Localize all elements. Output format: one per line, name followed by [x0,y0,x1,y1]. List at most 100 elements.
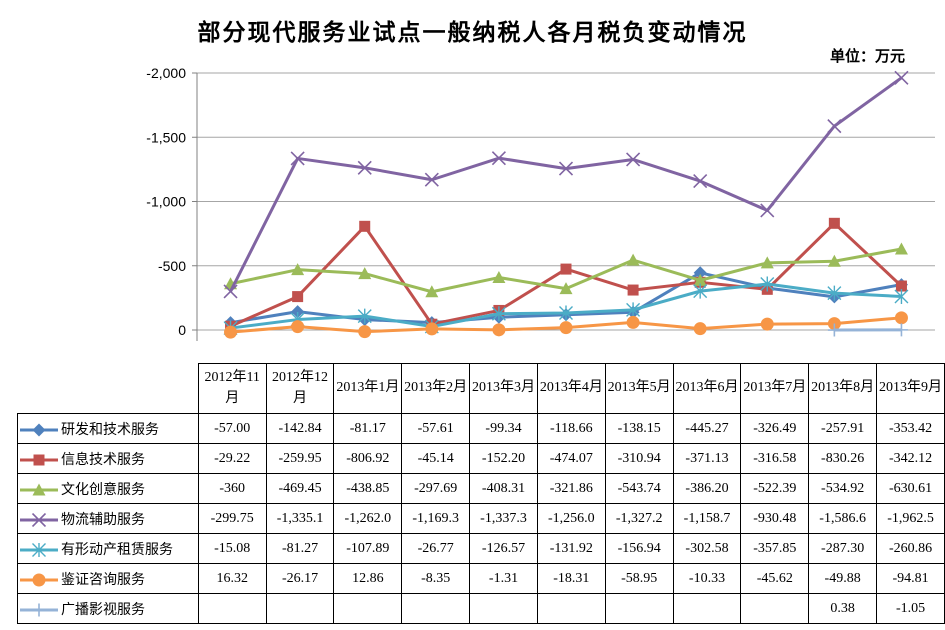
month-header: 2012年11月 [197,363,267,414]
value-cell: -57.00 [197,413,267,444]
data-point-marker [291,263,305,276]
series-name-text: 有形动产租赁服务 [61,542,173,558]
value-cell [740,593,810,624]
series-label: 有形动产租赁服务 [17,533,199,564]
corner-cell [17,363,199,414]
y-axis-tick-label: -500 [158,258,186,274]
value-cell: -138.15 [604,413,674,444]
series-label: 广播影视服务 [17,593,199,624]
value-cell: -15.08 [197,533,267,564]
data-point-marker [827,254,841,267]
table-row: 物流辅助服务 -299.75 -1,335.1 -1,262.0 -1,169.3 -1,… [17,503,945,534]
value-cell: -1.05 [876,593,945,624]
value-cell: -257.91 [808,413,878,444]
value-cell: 0.38 [808,593,878,624]
data-point-marker [492,323,506,337]
value-cell: -152.20 [469,443,538,474]
table-row: 有形动产租赁服务 -15.08 -81.27 -107.89 -26.77 -126.57… [17,533,945,564]
month-header: 2013年9月 [876,363,945,414]
value-cell: -408.31 [469,473,538,504]
value-cell: -371.13 [672,443,742,474]
value-cell: -1,262.0 [333,503,403,534]
y-axis-tick-label: -1,000 [146,194,186,210]
month-header: 2013年5月 [604,363,674,414]
value-cell: -126.57 [469,533,538,564]
value-cell: 16.32 [197,563,267,594]
y-axis-tick-label: 0 [178,322,186,338]
value-cell: -445.27 [672,413,742,444]
value-cell [401,593,471,624]
legend-marker-icon [20,573,58,587]
data-point-marker [894,288,909,304]
value-cell: -630.61 [876,473,945,504]
data-point-marker [290,151,305,166]
data-point-marker [32,573,46,587]
value-cell: -259.95 [265,443,335,474]
data-point-marker [894,311,908,325]
month-header: 2013年7月 [740,363,810,414]
value-cell: -26.17 [265,563,335,594]
value-cell [536,593,606,624]
series-name-text: 文化创意服务 [61,482,145,498]
data-point-marker [31,513,47,528]
value-cell: -360 [197,473,267,504]
value-cell: -1,962.5 [876,503,945,534]
value-cell: -297.69 [401,473,471,504]
data-point-marker [760,203,775,218]
gridlines [192,72,935,341]
data-point-marker [626,152,641,167]
unit-label: 单位：万元 [829,48,905,65]
data-point-marker [223,284,238,299]
series-name-text: 物流辅助服务 [61,512,145,528]
legend-marker-icon [20,513,58,528]
data-point-marker [491,151,506,166]
value-cell [265,593,335,624]
value-cell: -18.31 [536,563,606,594]
value-cell: -386.20 [672,473,742,504]
data-point-marker [291,320,305,334]
data-point-marker [291,305,305,319]
data-point-marker [491,306,506,322]
data-point-marker [894,323,908,337]
value-cell: -142.84 [265,413,335,444]
data-point-marker [425,322,439,336]
series-line [223,70,909,299]
data-point-marker [559,321,573,335]
table-row: 信息技术服务 -29.22 -259.95 -806.92 -45.14 -152.20-… [17,443,945,474]
data-point-marker [627,284,639,296]
data-point-marker [827,285,842,301]
value-cell: -310.94 [604,443,674,474]
value-cell: -94.81 [876,563,945,594]
data-point-marker [626,302,641,318]
series-label: 研发和技术服务 [17,413,199,444]
value-cell: -522.39 [740,473,810,504]
value-cell: -287.30 [808,533,878,564]
value-cell: -357.85 [740,533,810,564]
value-cell: -99.34 [469,413,538,444]
value-cell: -1,256.0 [536,503,606,534]
value-cell: -1,158.7 [672,503,742,534]
value-cell: -316.58 [740,443,810,474]
value-cell: -81.17 [333,413,403,444]
data-point-marker [895,280,907,292]
table-header-row: 2012年11月 2012年12月 2013年1月 2013年2月 2013年3月 201… [17,363,945,414]
series-line [224,242,908,298]
table-row: 鉴证咨询服务 16.32 -26.17 12.86 -8.35 -1.31 -18.31 -5… [17,563,945,594]
value-cell: -1,169.3 [401,503,471,534]
value-cell [672,593,742,624]
series-line [224,311,908,339]
value-cell: -1.31 [469,563,538,594]
data-point-marker [760,276,775,292]
data-point-marker [626,315,640,329]
value-cell: -45.14 [401,443,471,474]
value-cell: -156.94 [604,533,674,564]
series-name-text: 广播影视服务 [61,602,145,618]
data-point-marker [425,285,439,298]
data-point-marker [359,220,371,232]
value-cell: -469.45 [265,473,335,504]
value-cell: -58.95 [604,563,674,594]
value-cell: -543.74 [604,473,674,504]
value-cell: -57.61 [401,413,471,444]
data-point-marker [558,161,574,176]
month-header: 2013年3月 [469,363,538,414]
